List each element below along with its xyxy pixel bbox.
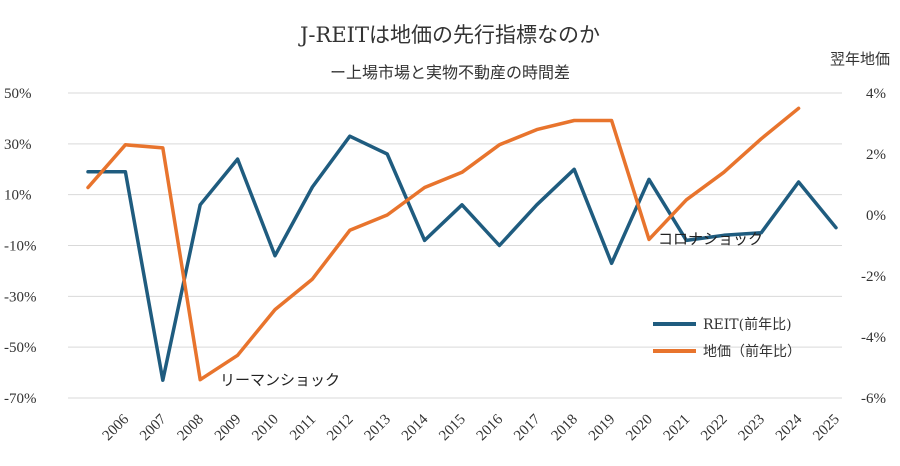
x-tick-label: 2010 — [249, 412, 282, 445]
x-tick-label: 2014 — [399, 411, 432, 444]
legend-label: 地価（前年比） — [703, 343, 801, 360]
annotations: リーマンショック コロナショック — [220, 230, 763, 389]
chart-title: J-REITは地価の先行指標なのか — [298, 23, 600, 47]
left-tick-label: -10% — [4, 239, 37, 255]
gridlines — [68, 92, 842, 399]
x-tick-label: 2019 — [586, 412, 619, 445]
left-tick-label: -30% — [4, 289, 37, 305]
x-tick-label: 2018 — [549, 412, 582, 445]
left-tick-label: 10% — [4, 188, 32, 204]
corona-shock-annotation: コロナショック — [658, 230, 763, 248]
x-tick-label: 2025 — [810, 412, 843, 445]
x-tick-label: 2017 — [511, 411, 544, 444]
right-axis-label: 翌年地価 — [830, 50, 890, 68]
series-lines — [86, 106, 838, 382]
x-tick-label: 2007 — [137, 411, 170, 444]
x-tick-label: 2012 — [324, 412, 357, 445]
right-tick-label: 2% — [866, 147, 886, 163]
land-price-series-line — [86, 106, 801, 382]
x-tick-label: 2022 — [698, 412, 731, 445]
x-tick-label: 2011 — [287, 412, 319, 444]
x-axis-ticks: 2006 2007 2008 2009 2010 2011 2012 2013 2014 2015… — [100, 411, 843, 444]
right-axis-ticks: 4% 2% 0% -2% -4% -6% — [861, 86, 886, 407]
right-tick-label: 0% — [866, 208, 886, 224]
legend: REIT(前年比) 地価（前年比） — [653, 316, 801, 360]
left-tick-label: 30% — [4, 137, 32, 153]
x-tick-label: 2013 — [362, 412, 395, 445]
chart-subtitle: ー上場市場と実物不動産の時間差 — [330, 63, 570, 82]
x-tick-label: 2024 — [773, 411, 806, 444]
right-tick-label: 4% — [866, 86, 886, 102]
reit-series-line — [86, 134, 838, 382]
right-tick-label: -4% — [861, 330, 886, 346]
x-tick-label: 2023 — [736, 412, 769, 445]
x-tick-label: 2006 — [100, 411, 133, 444]
left-tick-label: 50% — [4, 86, 32, 102]
right-tick-label: -6% — [861, 391, 886, 407]
x-tick-label: 2009 — [212, 412, 245, 445]
legend-label: REIT(前年比) — [703, 316, 792, 333]
left-axis-ticks: 50% 30% 10% -10% -30% -50% -70% — [4, 86, 37, 407]
left-tick-label: -50% — [4, 340, 37, 356]
x-tick-label: 2016 — [474, 411, 507, 444]
left-tick-label: -70% — [4, 391, 37, 407]
right-tick-label: -2% — [861, 269, 886, 285]
x-tick-label: 2008 — [175, 412, 208, 445]
x-tick-label: 2020 — [623, 412, 656, 445]
lehman-shock-annotation: リーマンショック — [220, 371, 340, 389]
x-tick-label: 2015 — [436, 412, 469, 445]
x-tick-label: 2021 — [661, 412, 694, 445]
